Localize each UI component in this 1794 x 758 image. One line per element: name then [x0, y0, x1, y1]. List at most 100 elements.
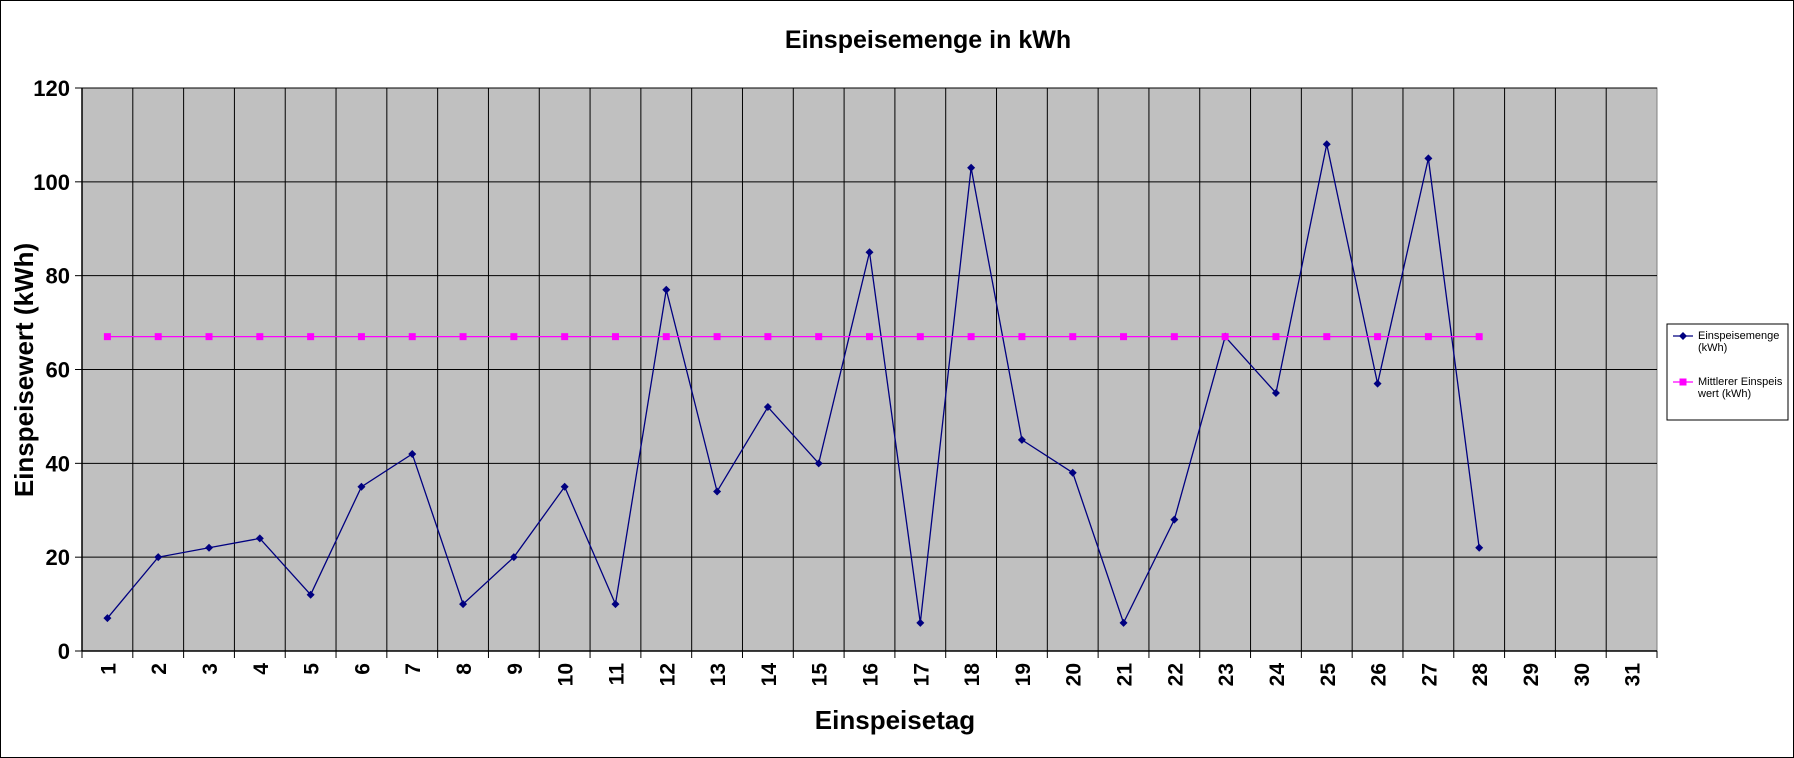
data-point [1272, 333, 1280, 341]
data-point [357, 482, 366, 491]
data-point [357, 333, 365, 341]
x-tick-label: 2 [148, 663, 171, 675]
x-axis-title: Einspeisetag [815, 705, 975, 735]
data-point [1120, 333, 1128, 341]
x-tick-label: 6 [351, 663, 374, 675]
data-point [713, 487, 722, 496]
x-tick-label: 21 [1114, 663, 1137, 687]
data-point [459, 333, 467, 341]
data-point [256, 333, 264, 341]
x-tick-label: 17 [910, 663, 933, 686]
data-point [509, 553, 518, 562]
x-tick-label: 5 [301, 663, 324, 675]
x-tick-label: 10 [555, 663, 578, 686]
x-tick-label: 29 [1520, 663, 1543, 686]
data-point [408, 333, 416, 341]
data-point [815, 333, 823, 341]
x-tick-label: 15 [809, 663, 832, 687]
data-point [1017, 435, 1026, 444]
y-tick-label: 120 [33, 76, 70, 101]
data-point [1475, 333, 1483, 341]
data-point [1271, 388, 1280, 397]
data-point [967, 163, 976, 172]
legend-box [1666, 323, 1789, 421]
x-tick-label: 8 [453, 663, 476, 675]
data-point [560, 482, 569, 491]
data-point [1018, 333, 1026, 341]
x-tick-label: 30 [1571, 663, 1594, 686]
x-tick-label: 14 [758, 663, 781, 687]
data-point [611, 333, 619, 341]
x-tick-label: 1 [97, 663, 120, 675]
data-point [205, 333, 213, 341]
y-tick-label: 100 [33, 170, 70, 195]
data-point [662, 333, 670, 341]
data-point [1069, 333, 1077, 341]
x-tick-label: 11 [605, 663, 628, 686]
y-tick-label: 40 [46, 451, 70, 476]
x-tick-label: 22 [1164, 663, 1187, 686]
y-tick-label: 20 [46, 545, 70, 570]
x-tick-label: 26 [1368, 663, 1391, 686]
y-tick-label: 0 [58, 639, 70, 664]
data-point [255, 534, 264, 543]
x-tick-label: 7 [402, 663, 425, 675]
data-point [866, 333, 873, 341]
data-point [1068, 468, 1077, 477]
data-point [205, 543, 214, 552]
data-point [1374, 333, 1382, 341]
legend-marker [1679, 378, 1687, 386]
data-point [510, 333, 518, 341]
y-tick-label: 80 [46, 264, 70, 289]
x-tick-label: 24 [1266, 663, 1289, 687]
x-tick-label: 13 [707, 663, 730, 686]
x-tick-label: 3 [199, 663, 222, 675]
chart-title: Einspeisemenge in kWh [785, 26, 1071, 54]
series-line [106, 144, 1480, 625]
data-point [764, 333, 772, 341]
x-tick-label: 20 [1063, 663, 1086, 686]
legend-marker [1679, 332, 1687, 340]
data-point [408, 449, 417, 458]
data-point [865, 248, 874, 257]
x-tick-label: 23 [1215, 663, 1238, 686]
data-point [103, 614, 112, 623]
data-point [1424, 154, 1433, 163]
data-point [1373, 379, 1382, 388]
data-point [662, 285, 671, 294]
x-tick-label: 28 [1469, 663, 1492, 687]
data-point [154, 333, 162, 341]
data-point [1170, 515, 1179, 524]
data-point [713, 333, 721, 341]
data-point [1322, 140, 1331, 149]
x-tick-label: 9 [504, 663, 527, 675]
data-point [814, 459, 823, 468]
data-point [103, 333, 111, 341]
legend-label: Mittlerer Einspeiswert (kWh) [1698, 376, 1783, 400]
data-point [1119, 618, 1128, 627]
y-axis-title: Einspeisewert (kWh) [9, 243, 39, 497]
data-point [763, 403, 772, 412]
x-tick-label: 27 [1418, 663, 1441, 686]
data-point [154, 553, 163, 562]
data-point [1475, 543, 1484, 552]
data-point [967, 333, 975, 341]
data-point [1424, 333, 1432, 341]
data-point [611, 600, 620, 609]
data-point [916, 333, 924, 341]
legend-label: Einspeisemenge (kWh) [1698, 330, 1780, 354]
data-point [1221, 333, 1229, 341]
data-point [561, 333, 569, 341]
data-point [459, 600, 468, 609]
x-tick-label: 18 [961, 663, 984, 687]
x-tick-label: 12 [656, 663, 679, 686]
x-tick-label: 25 [1317, 663, 1340, 687]
x-tick-label: 19 [1012, 663, 1035, 686]
y-tick-label: 60 [46, 358, 70, 383]
data-point [306, 590, 315, 599]
data-point [307, 333, 315, 341]
x-tick-label: 31 [1622, 663, 1645, 687]
data-point [916, 618, 925, 627]
